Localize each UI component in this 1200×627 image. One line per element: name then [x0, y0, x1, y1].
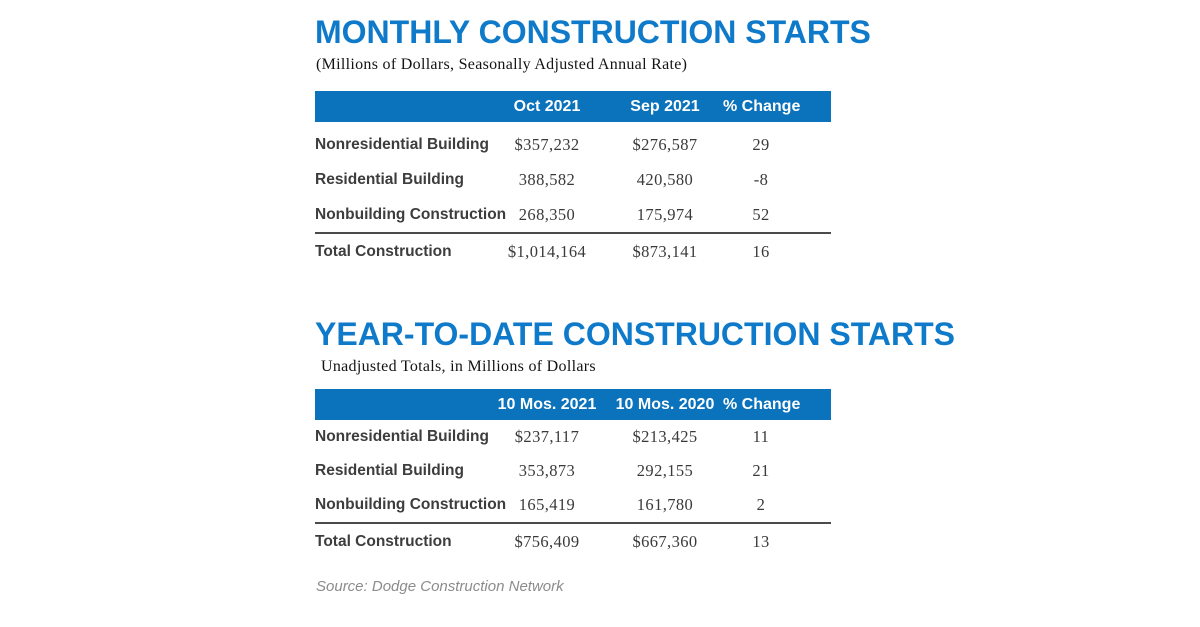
row-current-value: 165,419 — [518, 495, 576, 514]
row-change-value: 11 — [752, 427, 770, 446]
monthly-header-spacer — [315, 91, 487, 122]
monthly-title: MONTHLY CONSTRUCTION STARTS — [315, 14, 871, 50]
row-filler — [799, 122, 831, 162]
row-previous-value: 161,780 — [636, 495, 694, 514]
ytd-header-filler — [799, 389, 831, 420]
row-current-value: 353,873 — [518, 461, 576, 480]
total-current-value: $1,014,164 — [487, 232, 607, 270]
row-filler — [799, 420, 831, 454]
ytd-subtitle: Unadjusted Totals, in Millions of Dollar… — [321, 358, 596, 375]
monthly-header-row: Oct 2021 Sep 2021 % Change — [315, 91, 831, 122]
row-previous-value: $213,425 — [632, 427, 698, 446]
row-label: Nonbuilding Construction — [315, 496, 507, 513]
ytd-table: 10 Mos. 2021 10 Mos. 2020 % Change Nonre… — [315, 389, 831, 560]
ytd-header-current: 10 Mos. 2021 — [487, 389, 607, 420]
row-label: Nonbuilding Construction — [315, 205, 507, 223]
row-previous-value: 292,155 — [636, 461, 694, 480]
ytd-header-change: % Change — [723, 389, 800, 420]
total-label: Total Construction — [315, 522, 487, 560]
row-filler — [799, 232, 831, 270]
total-previous-value: $667,360 — [607, 522, 723, 560]
row-filler — [799, 522, 831, 560]
row-change-value: -8 — [753, 169, 769, 189]
row-change-value: 2 — [756, 495, 766, 514]
ytd-header-spacer — [315, 389, 487, 420]
row-current-value: 268,350 — [518, 204, 576, 224]
source-credit: Source: Dodge Construction Network — [316, 578, 564, 595]
table-row: Nonbuilding Construction 165,419 161,780… — [315, 488, 831, 523]
table-row: Residential Building 388,582 420,580 -8 — [315, 162, 831, 197]
row-previous-value: 175,974 — [636, 204, 694, 224]
total-row: Total Construction $756,409 $667,360 13 — [315, 522, 831, 560]
monthly-header-current: Oct 2021 — [487, 91, 607, 122]
monthly-header-previous: Sep 2021 — [607, 91, 723, 122]
total-change-value: 13 — [723, 522, 799, 560]
ytd-header-row: 10 Mos. 2021 10 Mos. 2020 % Change — [315, 389, 831, 420]
table-row: Residential Building 353,873 292,155 21 — [315, 454, 831, 488]
row-current-value: $357,232 — [514, 134, 580, 154]
ytd-section: YEAR-TO-DATE CONSTRUCTION STARTS Unadjus… — [315, 316, 955, 560]
ytd-header-previous: 10 Mos. 2020 — [607, 389, 723, 420]
monthly-header-change: % Change — [723, 91, 800, 122]
row-label: Residential Building — [315, 170, 464, 188]
monthly-section: MONTHLY CONSTRUCTION STARTS (Millions of… — [315, 14, 871, 270]
row-previous-value: $276,587 — [632, 134, 698, 154]
row-filler — [799, 488, 831, 523]
total-row: Total Construction $1,014,164 $873,141 1… — [315, 232, 831, 270]
total-label: Total Construction — [315, 232, 487, 270]
monthly-subtitle: (Millions of Dollars, Seasonally Adjuste… — [316, 56, 688, 73]
row-change-value: 52 — [752, 204, 770, 224]
table-row: Nonbuilding Construction 268,350 175,974… — [315, 197, 831, 233]
row-label: Nonresidential Building — [315, 135, 489, 153]
row-change-value: 29 — [752, 134, 770, 154]
total-change-value: 16 — [723, 232, 799, 270]
row-current-value: $237,117 — [514, 427, 580, 446]
row-current-value: 388,582 — [518, 169, 576, 189]
row-filler — [799, 454, 831, 488]
monthly-header-filler — [799, 91, 831, 122]
ytd-title: YEAR-TO-DATE CONSTRUCTION STARTS — [315, 316, 955, 352]
row-label: Nonresidential Building — [315, 428, 489, 445]
table-row: Nonresidential Building $357,232 $276,58… — [315, 122, 831, 162]
table-row: Nonresidential Building $237,117 $213,42… — [315, 420, 831, 454]
row-filler — [799, 197, 831, 233]
row-previous-value: 420,580 — [636, 169, 694, 189]
total-current-value: $756,409 — [487, 522, 607, 560]
row-filler — [799, 162, 831, 197]
row-label: Residential Building — [315, 462, 464, 479]
monthly-table: Oct 2021 Sep 2021 % Change Nonresidentia… — [315, 91, 831, 270]
total-previous-value: $873,141 — [607, 232, 723, 270]
row-change-value: 21 — [752, 461, 770, 480]
